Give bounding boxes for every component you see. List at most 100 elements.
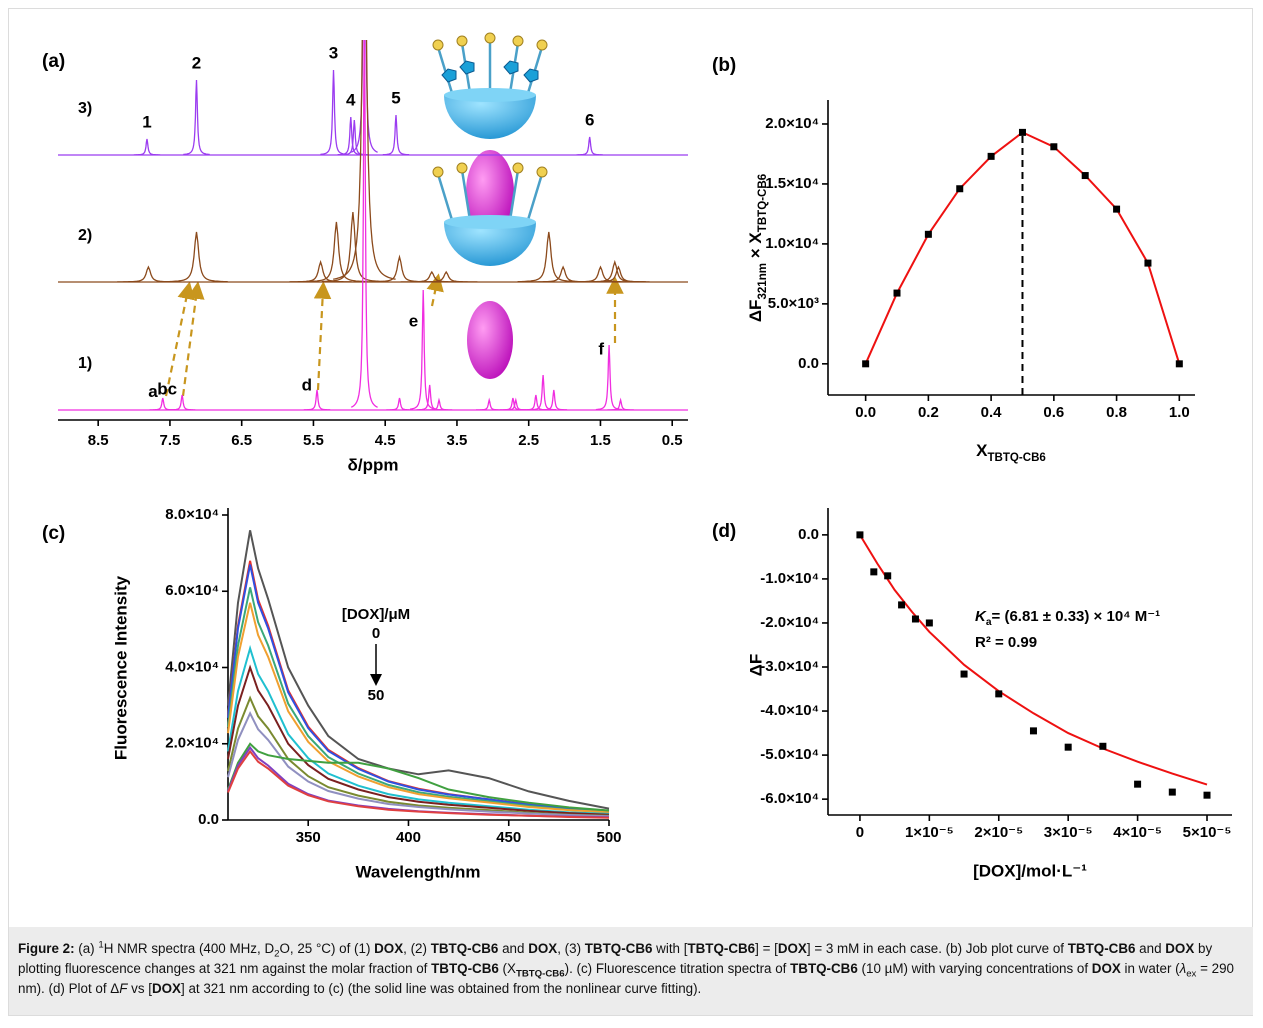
x-tick-label: 0.5 <box>662 432 683 449</box>
peak-label: 4 <box>346 90 356 109</box>
arrow <box>164 281 195 397</box>
peak-label: d <box>302 375 312 394</box>
y-tick-label: 1.5×10⁴ <box>765 175 819 192</box>
x-tick-label: 1.0 <box>1169 404 1190 421</box>
caption-text: and <box>1135 941 1166 956</box>
caption-text: by plotting fluorescence changes at 321 … <box>18 941 1213 976</box>
caption-text: TBTQ-CB6 <box>687 941 756 956</box>
peak <box>607 397 634 411</box>
x-tick-label: 1.5 <box>590 432 611 449</box>
arrow <box>313 281 332 391</box>
point <box>956 185 964 193</box>
spectrum-line <box>227 742 610 812</box>
y-tick-label: 6.0×10⁴ <box>165 582 219 599</box>
host-cartoon <box>432 32 548 139</box>
x-tick-label: 4.5 <box>375 432 396 449</box>
peak <box>133 138 161 156</box>
point <box>1050 143 1058 151</box>
x-tick-label: 350 <box>296 829 321 846</box>
caption-text: and <box>498 941 529 956</box>
point <box>1168 788 1176 796</box>
spectrum-line <box>227 602 610 814</box>
peak <box>529 374 557 411</box>
y-tick-label: 0.0 <box>198 811 219 828</box>
caption-text: TBTQ-CB6 <box>515 968 565 980</box>
point <box>924 230 932 238</box>
caption-text: (a) <box>74 941 99 956</box>
caption: Figure 2: (a) 1H NMR spectra (400 MHz, D… <box>9 927 1253 1015</box>
point <box>911 615 919 623</box>
x-tick-label: 8.5 <box>88 432 109 449</box>
peak <box>409 289 437 410</box>
spectrum-line <box>227 564 610 813</box>
arrow <box>181 281 205 397</box>
caption-text: λ <box>1179 961 1187 976</box>
peak <box>168 394 196 411</box>
peak-label: 3 <box>329 43 338 62</box>
y-tick-label: 2.0×10⁴ <box>765 115 819 132</box>
peak-label: e <box>409 311 418 330</box>
point <box>1099 742 1107 750</box>
arrow <box>426 273 444 307</box>
caption-text: DOX <box>151 981 181 996</box>
spectrum-line <box>227 749 610 819</box>
peak <box>305 221 368 283</box>
y-axis-label-part: ΔF <box>746 300 765 323</box>
point <box>893 289 901 297</box>
y-tick-label: -1.0×10⁴ <box>760 570 819 587</box>
point <box>1064 743 1072 751</box>
peak <box>350 40 378 153</box>
peak-label: bc <box>157 379 177 398</box>
spectrum-line <box>227 664 610 816</box>
x-axis-label: δ/ppm <box>348 455 399 474</box>
x-tick-label: 0 <box>856 824 864 841</box>
caption-text: TBTQ-CB6 <box>584 941 653 956</box>
point <box>960 670 968 678</box>
y-tick-label: -4.0×10⁴ <box>760 702 819 719</box>
peak <box>382 114 410 156</box>
y-tick-label: 0.0 <box>798 355 819 372</box>
legend-title: [DOX]/μM <box>342 606 410 623</box>
caption-text: = 290 nm). (d) Plot of Δ <box>18 961 1234 996</box>
caption-text: Figure 2: <box>18 941 75 956</box>
caption-text: DOX <box>777 941 807 956</box>
peak <box>540 389 568 411</box>
y-axis-label-part: 321nm <box>757 263 769 300</box>
caption-text: O, 25 °C) of (1) <box>279 941 375 956</box>
peak-label: 1 <box>142 112 151 131</box>
x-tick-label: 0.6 <box>1043 404 1064 421</box>
peak-label: 6 <box>585 110 594 129</box>
x-tick-label: 6.5 <box>231 432 252 449</box>
x-tick-label: 400 <box>396 829 421 846</box>
caption-text: DOX <box>374 941 404 956</box>
caption-text: ] at 321 nm according to (c) (the solid … <box>181 981 702 996</box>
point <box>987 152 995 160</box>
point <box>870 568 878 576</box>
x-tick-label: 1×10⁻⁵ <box>905 824 954 841</box>
x-tick-label: 2.5 <box>518 432 539 449</box>
caption-text: DOX <box>1165 941 1195 956</box>
spectrum-line <box>227 644 610 815</box>
x-axis-label: [DOX]/mol·L⁻¹ <box>973 861 1087 880</box>
point <box>1113 205 1121 213</box>
annotation-part: K <box>975 608 987 625</box>
peak <box>531 265 595 283</box>
x-axis-label: Wavelength/nm <box>356 862 481 881</box>
peak <box>289 259 352 283</box>
point <box>1203 791 1211 799</box>
caption-text: , (2) <box>403 941 431 956</box>
caption-text: 1 <box>98 939 104 951</box>
x-tick-label: 450 <box>496 829 521 846</box>
caption-text: with [ <box>652 941 688 956</box>
caption-text: ] = 3 mM in each case. (b) Job plot curv… <box>806 941 1068 956</box>
annotation: Ka= (6.81 ± 0.33) × 10⁴ M⁻¹ <box>975 608 1160 628</box>
panel-label: (d) <box>712 521 736 542</box>
caption-text: DOX <box>528 941 558 956</box>
x-axis-label: XTBTQ-CB6 <box>976 441 1046 464</box>
x-tick-label: 5×10⁻⁵ <box>1183 824 1232 841</box>
spectrum-label: 1) <box>78 355 92 372</box>
y-tick-label: 5.0×10³ <box>768 295 819 312</box>
peak <box>320 69 347 156</box>
caption-text: , (3) <box>557 941 585 956</box>
